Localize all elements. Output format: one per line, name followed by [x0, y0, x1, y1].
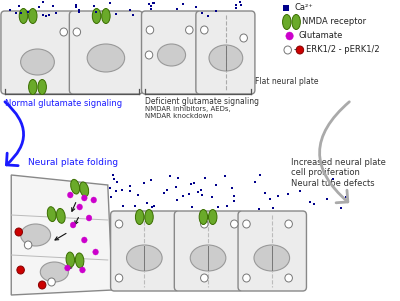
Ellipse shape [19, 8, 28, 23]
Text: Neural plate folding: Neural plate folding [28, 158, 118, 167]
Text: ERK1/2 - pERK1/2: ERK1/2 - pERK1/2 [306, 45, 379, 54]
Ellipse shape [28, 8, 37, 23]
Ellipse shape [190, 245, 226, 271]
Ellipse shape [200, 26, 208, 34]
Ellipse shape [70, 222, 76, 228]
FancyBboxPatch shape [196, 11, 255, 94]
Ellipse shape [24, 241, 32, 249]
Text: Normal glutamate signaling: Normal glutamate signaling [5, 99, 122, 108]
Ellipse shape [126, 245, 162, 271]
Ellipse shape [56, 208, 65, 223]
Ellipse shape [254, 245, 290, 271]
FancyBboxPatch shape [238, 211, 306, 291]
Ellipse shape [73, 28, 80, 36]
FancyArrowPatch shape [5, 102, 24, 166]
Ellipse shape [199, 209, 208, 225]
Ellipse shape [208, 209, 217, 225]
FancyBboxPatch shape [69, 11, 142, 94]
Ellipse shape [38, 281, 46, 289]
Ellipse shape [230, 220, 238, 228]
Ellipse shape [286, 32, 293, 40]
FancyBboxPatch shape [174, 211, 243, 291]
Text: Glutamate: Glutamate [298, 32, 342, 41]
Ellipse shape [71, 179, 80, 194]
Ellipse shape [102, 8, 110, 23]
Ellipse shape [292, 14, 300, 29]
Ellipse shape [186, 26, 193, 34]
Ellipse shape [28, 79, 37, 95]
Ellipse shape [209, 45, 243, 71]
Ellipse shape [86, 215, 92, 221]
Ellipse shape [82, 237, 87, 243]
Ellipse shape [200, 220, 208, 228]
Ellipse shape [284, 46, 292, 54]
Ellipse shape [296, 46, 304, 54]
FancyBboxPatch shape [1, 11, 74, 94]
Ellipse shape [240, 34, 248, 42]
Ellipse shape [68, 192, 73, 198]
Ellipse shape [66, 252, 74, 267]
FancyArrowPatch shape [320, 102, 349, 203]
Ellipse shape [92, 8, 101, 23]
Ellipse shape [136, 209, 144, 225]
Ellipse shape [146, 26, 154, 34]
Ellipse shape [91, 197, 96, 203]
Ellipse shape [87, 44, 125, 72]
Ellipse shape [21, 49, 54, 75]
Ellipse shape [82, 195, 87, 201]
Text: NMDA receptor: NMDA receptor [302, 17, 366, 26]
Ellipse shape [282, 14, 291, 29]
Ellipse shape [200, 274, 208, 282]
Ellipse shape [80, 267, 85, 273]
Ellipse shape [75, 253, 84, 268]
Ellipse shape [285, 274, 292, 282]
Text: Deficient glutamate signaling: Deficient glutamate signaling [145, 97, 259, 106]
FancyBboxPatch shape [142, 11, 200, 94]
Ellipse shape [243, 274, 250, 282]
Text: Increased neural plate
cell proliferation
Neural tube defects: Increased neural plate cell proliferatio… [290, 158, 386, 188]
Ellipse shape [38, 79, 46, 95]
Ellipse shape [65, 265, 70, 271]
Ellipse shape [47, 207, 56, 222]
Text: Ca²⁺: Ca²⁺ [294, 4, 313, 13]
Text: NMDAR inhibitors, AEDs,
NMDAR knockdown: NMDAR inhibitors, AEDs, NMDAR knockdown [145, 106, 231, 119]
Ellipse shape [15, 228, 22, 236]
Ellipse shape [17, 266, 24, 274]
Ellipse shape [243, 220, 250, 228]
Ellipse shape [145, 51, 153, 59]
Ellipse shape [285, 220, 292, 228]
Text: -: - [293, 45, 296, 54]
Ellipse shape [115, 274, 123, 282]
FancyBboxPatch shape [110, 211, 179, 291]
Ellipse shape [80, 182, 89, 197]
Ellipse shape [115, 220, 123, 228]
Text: Flat neural plate: Flat neural plate [255, 77, 318, 86]
Ellipse shape [40, 262, 68, 282]
Ellipse shape [21, 224, 51, 246]
Ellipse shape [60, 28, 68, 36]
Polygon shape [11, 175, 112, 295]
Ellipse shape [48, 278, 55, 286]
Ellipse shape [158, 44, 186, 66]
Ellipse shape [77, 204, 82, 210]
Ellipse shape [145, 209, 153, 225]
Ellipse shape [93, 249, 98, 255]
